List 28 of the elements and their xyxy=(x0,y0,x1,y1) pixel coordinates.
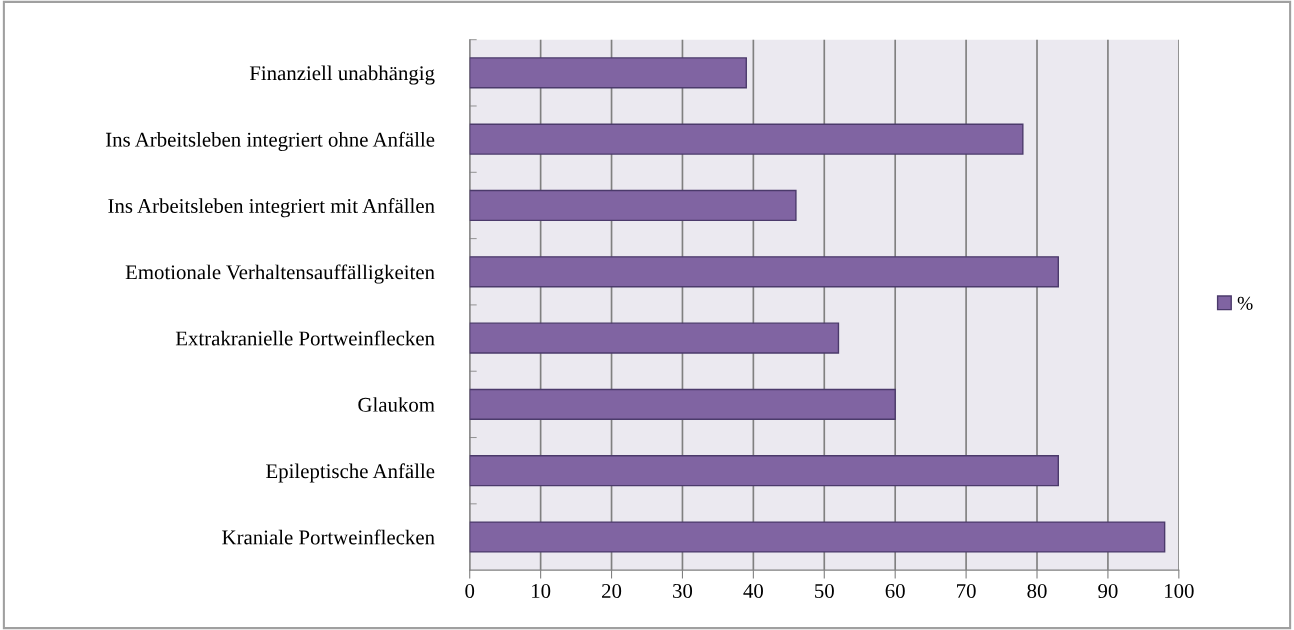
x-tick-label: 10 xyxy=(532,583,551,599)
y-tick-label: Ins Arbeitsleben integriert mit Anfällen xyxy=(108,198,435,218)
y-tick-label: Extrakranielle Portweinflecken xyxy=(175,330,435,346)
bar xyxy=(469,455,1059,487)
bar xyxy=(469,57,747,89)
x-tick-label: 80 xyxy=(1027,583,1047,599)
legend-label: % xyxy=(1237,296,1253,310)
x-tick-label: 60 xyxy=(885,583,905,599)
x-tick-label: 70 xyxy=(957,583,976,599)
bar xyxy=(469,521,1166,553)
y-tick-label: Emotionale Verhaltensauffälligkeiten xyxy=(125,264,435,284)
y-tick-label: Finanziell unabhängig xyxy=(249,65,435,85)
bar xyxy=(469,189,797,222)
bar xyxy=(469,256,1059,288)
y-tick-label: Epileptische Anfälle xyxy=(266,463,435,483)
bar xyxy=(469,388,896,420)
x-tick-label: 90 xyxy=(1098,583,1118,599)
y-tick-label: Kraniale Portweinflecken xyxy=(222,529,435,545)
x-tick-label: 30 xyxy=(673,583,693,599)
x-tick-label: 20 xyxy=(602,583,622,599)
bar xyxy=(469,123,1024,155)
x-tick-label: 40 xyxy=(743,583,763,599)
x-tick-label: 100 xyxy=(1165,583,1194,599)
y-tick-label: Ins Arbeitsleben integriert ohne Anfälle xyxy=(105,131,435,151)
bar xyxy=(469,322,840,354)
x-tick-label: 50 xyxy=(815,583,834,599)
y-tick-label: Glaukom xyxy=(358,397,435,412)
x-tick-label: 0 xyxy=(465,583,475,599)
